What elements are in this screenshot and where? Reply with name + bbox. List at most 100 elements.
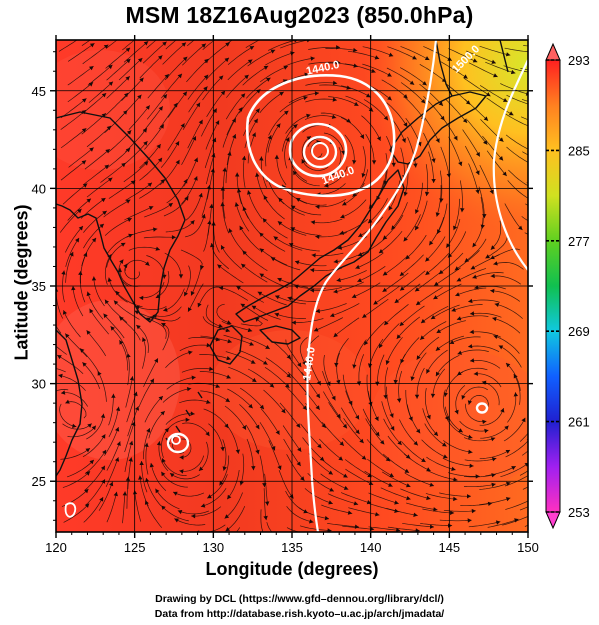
- streamline: [190, 265, 202, 296]
- streamline: [301, 371, 321, 399]
- streamline: [122, 491, 126, 524]
- streamline: [447, 419, 473, 439]
- streamline: [472, 217, 484, 248]
- streamline-arrow: [319, 456, 325, 461]
- streamline-arrow: [217, 264, 222, 269]
- streamline-arrow: [196, 102, 201, 108]
- x-tick-label: 120: [45, 540, 67, 555]
- streamline: [401, 441, 426, 463]
- streamline-arrow: [251, 305, 257, 310]
- streamline: [262, 217, 288, 239]
- streamline: [469, 312, 502, 318]
- streamline-arrow: [148, 206, 154, 211]
- streamline-arrow: [201, 214, 206, 219]
- streamline-arrow: [494, 302, 500, 307]
- streamline: [422, 408, 439, 437]
- gridlines: [56, 40, 528, 532]
- streamline: [265, 357, 292, 379]
- streamline-arrow: [429, 482, 434, 487]
- streamline-arrow: [295, 260, 300, 265]
- streamline-arrow: [270, 33, 275, 37]
- streamline: [163, 196, 189, 217]
- streamline: [508, 169, 528, 187]
- streamline: [455, 385, 466, 415]
- streamline-arrow: [355, 415, 360, 420]
- streamline: [507, 392, 517, 423]
- streamline: [88, 81, 114, 103]
- streamline-arrow: [162, 94, 167, 99]
- streamline-arrow: [239, 480, 244, 486]
- streamline-arrow: [142, 337, 147, 342]
- streamline: [179, 455, 205, 472]
- streamline: [463, 483, 496, 488]
- streamline-arrow: [228, 228, 233, 233]
- streamline: [456, 315, 489, 320]
- streamline-arrow: [263, 360, 268, 365]
- streamline: [519, 432, 528, 442]
- streamline: [327, 493, 359, 505]
- streamline: [124, 206, 154, 221]
- streamline: [265, 51, 295, 66]
- streamline: [419, 321, 447, 341]
- streamline-arrow: [389, 413, 394, 418]
- streamline-arrow: [184, 291, 188, 297]
- streamline: [411, 352, 427, 381]
- streamline: [310, 218, 343, 224]
- streamline: [315, 232, 347, 238]
- streamline: [203, 408, 229, 429]
- streamline-arrow: [197, 302, 202, 308]
- streamline: [247, 49, 276, 67]
- streamline: [86, 330, 107, 357]
- streamline-arrow: [85, 471, 91, 476]
- streamline-arrow: [158, 55, 163, 60]
- streamline: [468, 395, 489, 407]
- streamline-arrow: [374, 416, 379, 421]
- streamline-arrow: [361, 173, 366, 178]
- streamline-arrow: [221, 245, 225, 250]
- streamline: [79, 348, 100, 374]
- streamline-arrow: [125, 476, 131, 481]
- streamline: [127, 353, 130, 386]
- streamline: [273, 236, 303, 251]
- streamline-arrow: [450, 510, 455, 515]
- streamline: [104, 217, 132, 236]
- streamline: [118, 316, 141, 341]
- streamline: [400, 82, 426, 104]
- streamline-arrow: [429, 240, 434, 246]
- streamline: [520, 68, 528, 71]
- streamline-arrow: [75, 237, 80, 243]
- streamline-arrow: [505, 52, 511, 57]
- streamline-arrow: [426, 369, 431, 374]
- streamline: [60, 128, 87, 149]
- streamline: [394, 353, 406, 385]
- streamline: [276, 154, 287, 185]
- streamline-arrow: [379, 343, 383, 349]
- streamline: [126, 476, 129, 509]
- streamline-arrow: [125, 199, 131, 204]
- streamline: [103, 313, 125, 339]
- streamline: [295, 197, 327, 206]
- streamline: [260, 509, 264, 532]
- streamline: [386, 67, 415, 85]
- streamline-arrow: [490, 255, 495, 260]
- streamline: [315, 198, 347, 208]
- streamline-arrow: [404, 468, 410, 473]
- streamline-arrow: [490, 437, 496, 442]
- streamline-arrow: [470, 358, 475, 363]
- streamline-arrow: [259, 273, 265, 278]
- streamline-arrow: [330, 313, 335, 318]
- streamline: [80, 252, 88, 284]
- streamline: [340, 407, 360, 435]
- streamline-arrow: [415, 287, 420, 292]
- streamline-arrow: [102, 449, 107, 455]
- streamline-arrow: [506, 363, 511, 368]
- streamline-arrow: [188, 307, 192, 312]
- streamline: [469, 331, 502, 338]
- streamline-arrow: [443, 454, 448, 459]
- streamline-arrow: [508, 111, 514, 116]
- streamline-arrow: [263, 65, 269, 70]
- streamline-arrow: [171, 235, 176, 240]
- streamline: [149, 316, 181, 322]
- streamline-arrow: [115, 427, 120, 432]
- streamline-arrow: [352, 160, 357, 165]
